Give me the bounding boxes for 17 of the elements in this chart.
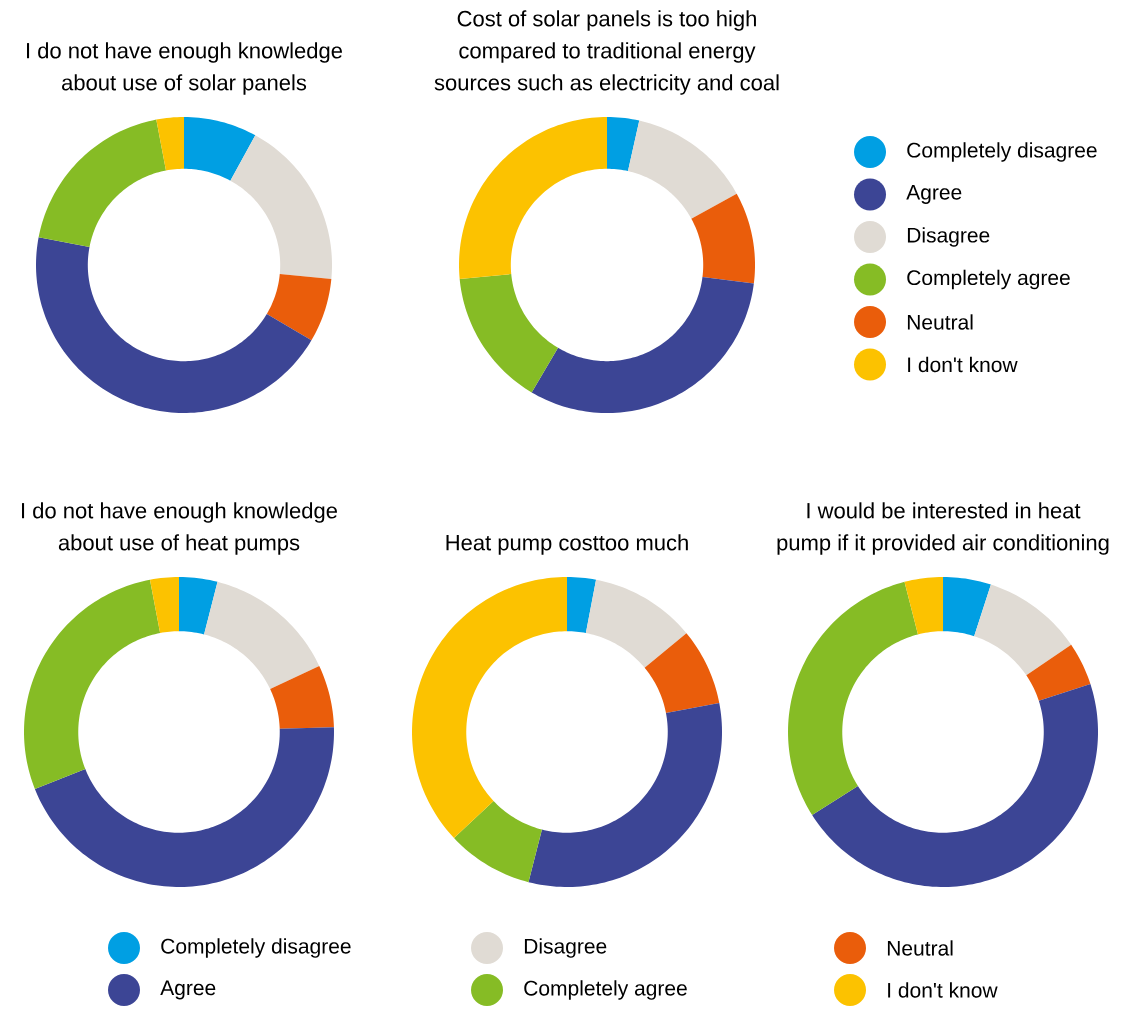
legend-label: I don't know [888,982,998,998]
legend-label: Completely disagree [907,142,1097,162]
legend-label: Disagree [907,227,990,247]
legend-label: Agree [906,185,962,204]
chart-title: Heat pump costtoo much [446,534,688,555]
legend-label: Completely agree [524,980,687,1000]
legend-label: Neutral [887,940,953,956]
legend-label: Agree [160,980,216,1000]
chart-title: Cost of solar panels is too high compared to traditional energy sources such as electricity and coal [434,10,779,95]
legend-label: Neutral [907,314,973,330]
chart-title: I do not have enough knowledge about use of solar panels [27,42,342,95]
chart-title: I do not have enough knowledge about use of heat pumps [22,502,337,555]
legend-label: Completely disagree [161,938,351,958]
legend-label: Completely agree [907,269,1070,290]
legend-label: Disagree [524,938,607,958]
chart-title: I would be interested in heat pump if it provided air conditioning [777,502,1109,555]
legend-label: I don't know [908,356,1018,373]
